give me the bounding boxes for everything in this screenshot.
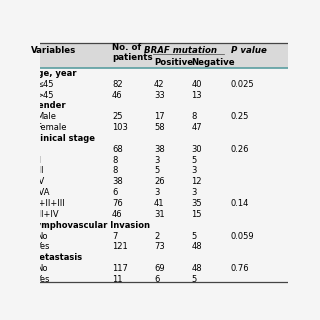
Text: I+II+III: I+II+III xyxy=(36,199,65,208)
Text: IV: IV xyxy=(36,177,44,186)
Text: 35: 35 xyxy=(191,199,202,208)
Text: 0.025: 0.025 xyxy=(231,80,255,89)
Text: 11: 11 xyxy=(112,275,123,284)
Text: 6: 6 xyxy=(112,188,117,197)
Text: 0.14: 0.14 xyxy=(231,199,249,208)
Text: 68: 68 xyxy=(112,145,123,154)
Text: II: II xyxy=(36,156,41,164)
Text: 17: 17 xyxy=(154,112,165,121)
Text: 8: 8 xyxy=(112,156,117,164)
Text: 69: 69 xyxy=(154,264,165,273)
Text: 30: 30 xyxy=(191,145,202,154)
Text: 15: 15 xyxy=(191,210,202,219)
Text: 5: 5 xyxy=(191,156,196,164)
Text: III: III xyxy=(36,166,43,175)
Text: No. of: No. of xyxy=(112,43,141,52)
Text: 42: 42 xyxy=(154,80,164,89)
Text: No: No xyxy=(36,231,47,241)
Text: 46: 46 xyxy=(112,91,123,100)
Text: IVA: IVA xyxy=(36,188,49,197)
Text: >45: >45 xyxy=(36,91,53,100)
Text: 48: 48 xyxy=(191,264,202,273)
Text: 82: 82 xyxy=(112,80,123,89)
Text: 8: 8 xyxy=(191,112,197,121)
Text: 38: 38 xyxy=(112,177,123,186)
Text: 25: 25 xyxy=(112,112,123,121)
Text: 6: 6 xyxy=(154,275,159,284)
Text: Male: Male xyxy=(36,112,56,121)
Text: 58: 58 xyxy=(154,123,165,132)
Text: 31: 31 xyxy=(154,210,165,219)
Text: 5: 5 xyxy=(154,166,159,175)
Text: Metastasis: Metastasis xyxy=(31,253,83,262)
Text: patients: patients xyxy=(112,52,153,62)
Text: 5: 5 xyxy=(191,231,196,241)
Text: 40: 40 xyxy=(191,80,202,89)
Text: ≤45: ≤45 xyxy=(36,80,53,89)
Text: Variables: Variables xyxy=(31,46,76,55)
Text: 13: 13 xyxy=(191,91,202,100)
Text: Clinical stage: Clinical stage xyxy=(31,134,95,143)
Text: 0.26: 0.26 xyxy=(231,145,250,154)
Text: 3: 3 xyxy=(154,156,159,164)
Text: 7: 7 xyxy=(112,231,117,241)
Text: 41: 41 xyxy=(154,199,164,208)
Text: 73: 73 xyxy=(154,242,165,251)
Text: 0.059: 0.059 xyxy=(231,231,255,241)
Text: 5: 5 xyxy=(191,275,196,284)
Text: BRAF mutation: BRAF mutation xyxy=(144,46,217,55)
Text: 121: 121 xyxy=(112,242,128,251)
Text: I: I xyxy=(36,145,38,154)
Text: 2: 2 xyxy=(154,231,159,241)
Text: P value: P value xyxy=(231,46,267,55)
Text: 103: 103 xyxy=(112,123,128,132)
Text: Yes: Yes xyxy=(36,242,49,251)
Text: 117: 117 xyxy=(112,264,128,273)
Bar xyxy=(30,43,288,68)
Text: Gender: Gender xyxy=(31,101,66,110)
Text: Age, year: Age, year xyxy=(31,69,77,78)
Text: 26: 26 xyxy=(154,177,165,186)
Text: Yes: Yes xyxy=(36,275,49,284)
Text: 3: 3 xyxy=(191,166,197,175)
Text: Female: Female xyxy=(36,123,66,132)
Text: 3: 3 xyxy=(154,188,159,197)
Text: 46: 46 xyxy=(112,210,123,219)
Text: Lymphovascular Invasion: Lymphovascular Invasion xyxy=(31,221,150,230)
Text: III+IV: III+IV xyxy=(36,210,59,219)
Text: 33: 33 xyxy=(154,91,165,100)
Text: 48: 48 xyxy=(191,242,202,251)
Text: 0.25: 0.25 xyxy=(231,112,249,121)
Text: 12: 12 xyxy=(191,177,202,186)
Text: No: No xyxy=(36,264,47,273)
Text: Positive: Positive xyxy=(154,58,193,67)
Text: 8: 8 xyxy=(112,166,117,175)
Text: 47: 47 xyxy=(191,123,202,132)
Text: 76: 76 xyxy=(112,199,123,208)
Text: 0.76: 0.76 xyxy=(231,264,250,273)
Text: 38: 38 xyxy=(154,145,165,154)
Text: 3: 3 xyxy=(191,188,197,197)
Text: Negative: Negative xyxy=(191,58,235,67)
